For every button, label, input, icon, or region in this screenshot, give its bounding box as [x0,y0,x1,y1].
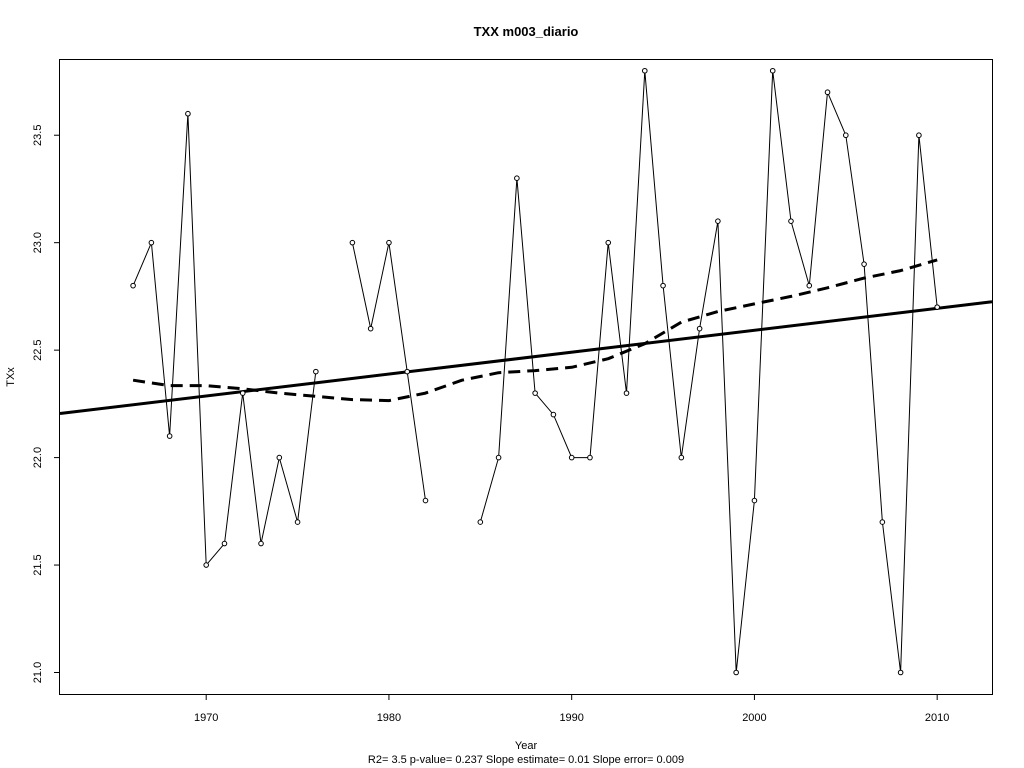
data-point [568,454,575,461]
data-point [806,282,813,289]
x-tick-label: 1980 [377,712,401,724]
data-point [313,368,319,375]
data-point [623,390,630,396]
series-line-segment [132,113,317,567]
data-point [386,239,392,246]
chart-title: TXX m003_diario [474,24,579,39]
x-tick-label: 2000 [742,712,766,724]
data-point [879,519,886,525]
data-point [733,669,739,676]
trend-line [59,300,993,416]
smooth-curve-path [132,258,938,403]
data-point [587,454,593,461]
data-point [550,411,557,418]
y-tick-label: 21.5 [32,554,44,575]
data-point [148,239,155,246]
series-line-segment [479,70,938,673]
y-axis: 21.0 21.5 22.0 22.5 23.0 23.5 [32,125,60,683]
data-point [495,454,502,461]
data-point [130,282,136,289]
x-axis-label: Year [515,740,538,752]
smooth-curve [132,258,938,403]
data-point [934,304,940,310]
stats-footnote: R2= 3.5 p-value= 0.237 Slope estimate= 0… [368,754,684,766]
y-tick-label: 22.5 [32,339,44,360]
data-point [276,454,283,461]
trend-line-path [59,300,993,416]
data-point [678,454,685,461]
plot-frame [59,59,993,695]
data-point [605,239,612,246]
data-point [221,540,228,547]
y-tick-label: 21.0 [32,662,44,683]
data-point [824,89,831,96]
data-point [751,497,758,504]
data-point [258,540,264,547]
data-point [897,669,904,676]
data-point [349,239,356,246]
data-point [203,562,209,568]
y-tick-label: 23.0 [32,232,44,253]
data-point [166,433,173,439]
data-series [130,67,940,676]
data-point [843,132,849,139]
data-point [404,368,411,375]
x-tick-label: 1990 [559,712,583,724]
data-point [769,67,776,74]
data-point [641,67,648,74]
x-axis: 1970 1980 1990 2000 2010 [194,694,949,724]
data-point [861,261,867,267]
data-point [696,325,703,332]
data-point [477,519,484,525]
data-point [367,325,374,332]
data-point [514,175,520,182]
y-tick-label: 23.5 [32,125,44,146]
data-point [422,497,429,504]
data-point [715,218,721,224]
data-point [532,390,538,396]
x-tick-label: 1970 [194,712,218,724]
data-point [660,282,666,289]
data-point [185,110,191,117]
data-point [239,390,246,396]
y-tick-label: 22.0 [32,447,44,468]
x-tick-label: 2010 [925,712,949,724]
data-point [916,132,922,139]
y-axis-label: TXx [5,367,17,387]
data-point [294,519,301,525]
data-point [788,218,794,224]
